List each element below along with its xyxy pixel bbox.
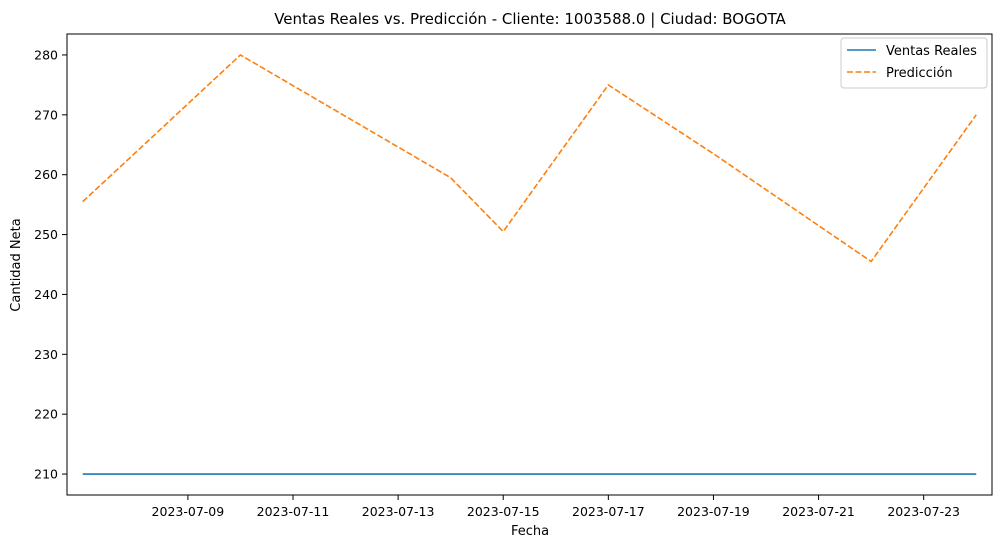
x-tick-label: 2023-07-09 (152, 504, 225, 519)
x-axis-label: Fecha (511, 524, 549, 539)
y-tick-label: 250 (34, 227, 58, 242)
y-tick-label: 260 (34, 167, 58, 182)
y-tick-label: 220 (34, 407, 58, 422)
plot-area-frame (66, 33, 993, 496)
x-tick-label: 2023-07-23 (887, 504, 960, 519)
legend: Ventas Reales Predicción (840, 37, 988, 89)
x-tick-label: 2023-07-13 (362, 504, 435, 519)
chart-title: Ventas Reales vs. Predicción - Cliente: … (274, 10, 786, 28)
y-tick-label: 230 (34, 347, 58, 362)
y-axis-label: Cantidad Neta (9, 218, 24, 311)
x-tick-label: 2023-07-21 (782, 504, 855, 519)
x-tick-label: 2023-07-11 (257, 504, 330, 519)
y-tick-label: 240 (34, 287, 58, 302)
y-tick-label: 270 (34, 107, 58, 122)
x-tick-label: 2023-07-19 (677, 504, 750, 519)
y-tick-label: 210 (34, 467, 58, 482)
series-line-1 (82, 54, 977, 263)
y-tick-label: 280 (34, 47, 58, 62)
legend-entry-prediccion: Predicción (886, 66, 953, 81)
x-tick-label: 2023-07-15 (467, 504, 540, 519)
x-tick-label: 2023-07-17 (572, 504, 645, 519)
legend-frame (840, 37, 988, 89)
legend-entry-ventas-reales: Ventas Reales (886, 44, 977, 59)
